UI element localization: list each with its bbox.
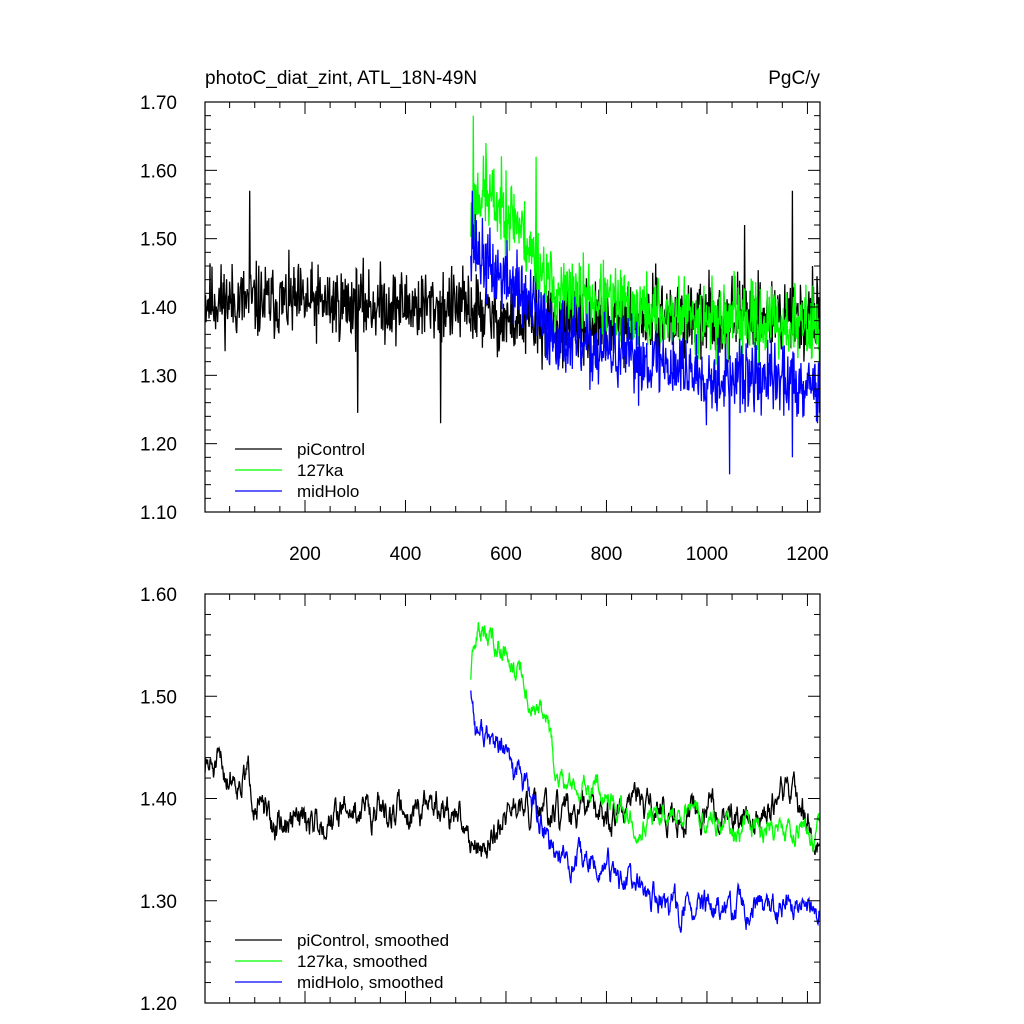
y-tick-label: 1.30	[140, 892, 177, 913]
series-line-127ka-smoothed	[470, 622, 820, 853]
y-tick-label: 1.20	[140, 435, 177, 456]
x-tick-label: 200	[289, 544, 321, 565]
legend-label: piControl	[297, 440, 365, 459]
legend-label: midHolo, smoothed	[297, 973, 443, 992]
y-tick-label: 1.60	[140, 161, 177, 182]
series-line-midholo-smoothed	[470, 690, 820, 933]
series-line-127ka	[470, 115, 820, 377]
legend-label: 127ka	[297, 461, 344, 480]
bottom-chart: 1.20 1.30 1.40 1.50 1.60 piControl, smoothed 1…	[140, 585, 821, 1015]
y-tick-label: 1.50	[140, 687, 177, 708]
x-tick-label: 400	[390, 544, 422, 565]
y-tick-label: 1.70	[140, 93, 177, 114]
y-tick-label: 1.60	[140, 585, 177, 606]
chart-title: photoC_diat_zint, ATL_18N-49N	[205, 68, 477, 89]
y-tick-label: 1.40	[140, 298, 177, 319]
legend-label: piControl, smoothed	[297, 931, 449, 950]
y-tick-label: 1.50	[140, 230, 177, 251]
y-tick-label: 1.30	[140, 366, 177, 387]
y-tick-label: 1.20	[140, 994, 177, 1015]
y-tick-label: 1.40	[140, 790, 177, 811]
y-tick-label: 1.10	[140, 503, 177, 524]
x-tick-label: 1200	[786, 544, 828, 565]
series-line-midholo	[470, 190, 820, 475]
top-chart: 1.10 1.20 1.30 1.40 1.50 1.60 1.70 200 400 600 800…	[140, 68, 829, 565]
x-tick-label: 800	[591, 544, 623, 565]
legend-label: 127ka, smoothed	[297, 952, 427, 971]
x-tick-label: 1000	[686, 544, 728, 565]
units-label: PgC/y	[768, 68, 820, 89]
x-tick-label: 600	[490, 544, 522, 565]
legend-label: midHolo	[297, 482, 359, 501]
